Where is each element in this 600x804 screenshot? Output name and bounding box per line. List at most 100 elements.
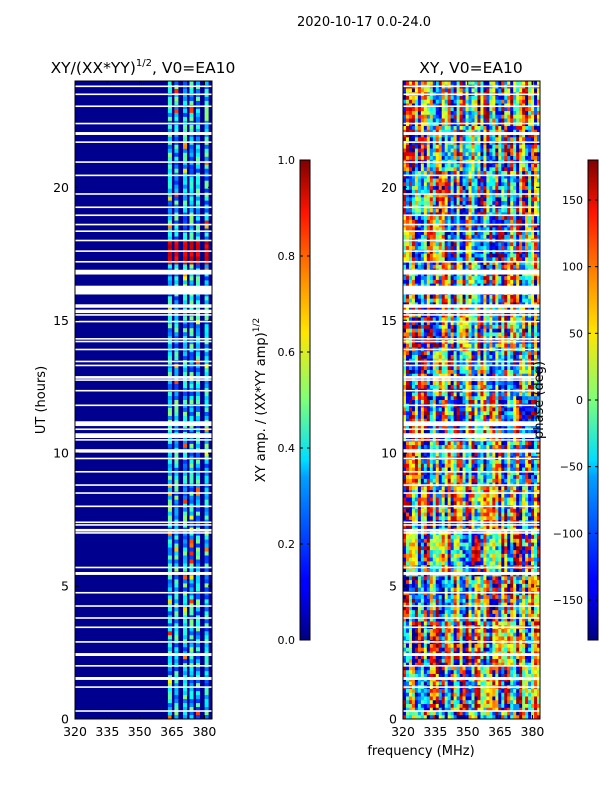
phase-cell [501, 295, 504, 299]
phase-cell [457, 299, 460, 303]
phase-cell [486, 381, 489, 385]
phase-cell [412, 257, 415, 261]
flag-line [75, 86, 212, 88]
phase-cell [504, 126, 507, 130]
phase-cell [436, 299, 439, 303]
phase-cell [460, 276, 463, 280]
phase-cell [454, 164, 457, 168]
amplitude-cell [190, 671, 194, 675]
amplitude-cell [174, 149, 178, 153]
phase-cell [480, 167, 483, 171]
phase-cell [489, 385, 492, 389]
phase-cell [495, 246, 498, 250]
phase-cell [427, 381, 430, 385]
phase-cell [457, 186, 460, 190]
phase-cell [421, 295, 424, 299]
phase-cell [525, 325, 528, 329]
amplitude-cell [196, 328, 200, 332]
phase-cell [451, 325, 454, 329]
phase-cell [483, 295, 486, 299]
phase-cell [525, 137, 528, 141]
phase-cell [501, 126, 504, 130]
phase-cell [418, 119, 421, 123]
phase-cell [469, 329, 472, 333]
amplitude-cell [168, 444, 172, 448]
phase-cell [501, 329, 504, 333]
phase-cell [472, 209, 475, 213]
phase-cell [418, 366, 421, 370]
phase-cell [480, 276, 483, 280]
phase-cell [439, 385, 442, 389]
phase-cell [522, 167, 525, 171]
phase-cell [421, 115, 424, 119]
phase-cell [406, 100, 409, 104]
phase-cell [427, 366, 430, 370]
phase-cell [480, 299, 483, 303]
amplitude-column [190, 81, 194, 720]
phase-cell [433, 186, 436, 190]
phase-cell [469, 216, 472, 220]
phase-cell [501, 209, 504, 213]
phase-cell [442, 115, 445, 119]
phase-cell [430, 355, 433, 359]
phase-cell [477, 197, 480, 201]
amplitude-cell [205, 177, 209, 181]
phase-cell [519, 392, 522, 396]
phase-cell [501, 325, 504, 329]
phase-cell [498, 149, 501, 153]
phase-cell [460, 197, 463, 201]
phase-cell [418, 81, 421, 85]
phase-cell [483, 351, 486, 355]
phase-cell [427, 265, 430, 269]
phase-cell [510, 81, 513, 85]
phase-cell [436, 152, 439, 156]
phase-cell [495, 276, 498, 280]
phase-cell [403, 167, 406, 171]
phase-cell [403, 381, 406, 385]
phase-cell [412, 242, 415, 246]
phase-cell [460, 257, 463, 261]
amplitude-cell [205, 125, 209, 129]
phase-cell [492, 164, 495, 168]
phase-cell [445, 81, 448, 85]
phase-cell [439, 246, 442, 250]
phase-cell [451, 126, 454, 130]
phase-cell [412, 370, 415, 374]
phase-cell [522, 299, 525, 303]
amplitude-cell [183, 695, 187, 699]
phase-cell [430, 89, 433, 93]
phase-cell [463, 89, 466, 93]
phase-cell [424, 392, 427, 396]
phase-cell [451, 257, 454, 261]
phase-cell [510, 370, 513, 374]
phase-cell [439, 145, 442, 149]
phase-cell [448, 280, 451, 284]
phase-cell [480, 152, 483, 156]
phase-cell [460, 246, 463, 250]
amplitude-cell [205, 575, 209, 579]
phase-cell [442, 156, 445, 160]
phase-cell [519, 96, 522, 100]
phase-cell [460, 89, 463, 93]
phase-cell [421, 344, 424, 348]
phase-cell [457, 370, 460, 374]
phase-cell [525, 392, 528, 396]
phase-cell [519, 182, 522, 186]
phase-cell [424, 246, 427, 250]
phase-cell [504, 332, 507, 336]
phase-cell [519, 370, 522, 374]
phase-cell [460, 235, 463, 239]
phase-cell [412, 115, 415, 119]
phase-cell [528, 115, 531, 119]
phase-cell [501, 115, 504, 119]
phase-cell [403, 370, 406, 374]
amplitude-cell [168, 201, 172, 205]
phase-cell [480, 182, 483, 186]
phase-cell [454, 332, 457, 336]
phase-cell [454, 355, 457, 359]
phase-cell [495, 381, 498, 385]
phase-cell [522, 197, 525, 201]
phase-cell [507, 344, 510, 348]
amplitude-cell [205, 595, 209, 599]
phase-cell [483, 265, 486, 269]
